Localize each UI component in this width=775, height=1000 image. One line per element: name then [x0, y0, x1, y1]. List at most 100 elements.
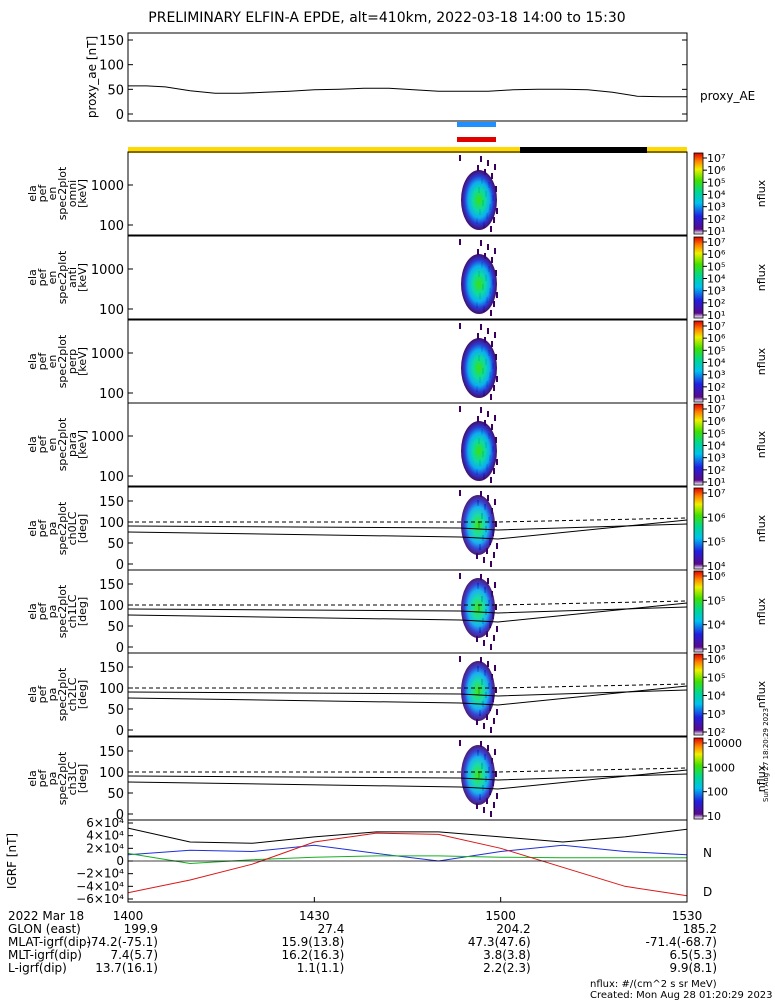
panel-ylabel-line: [deg]: [76, 514, 89, 543]
spectrogram-speck: [495, 186, 497, 192]
anti-loss-cone-line: [127, 523, 688, 531]
panel-ylabel-line: ch0LC: [66, 511, 79, 545]
colorbar-tick-label: 10³: [707, 708, 725, 721]
colorbar-tick-label: 10²: [707, 726, 725, 739]
igrf-series-line: [127, 844, 688, 862]
spectrogram-speck: [480, 156, 482, 162]
side-stamp: Sun Aug 27 18:20:29 2023: [762, 708, 770, 802]
spectrogram-flux-region: [461, 254, 497, 314]
x-tick-label: 1500: [485, 909, 516, 923]
x-row-label: GLON (east): [8, 922, 81, 936]
ae-ytick-label: 100: [99, 59, 124, 74]
plot-title: PRELIMINARY ELFIN-A EPDE, alt=410km, 202…: [148, 10, 625, 26]
colorbar: [693, 152, 704, 235]
spectrogram-speck: [476, 803, 478, 809]
colorbar-label: nflux: [755, 514, 768, 542]
panel-ylabel-line: ela: [26, 603, 39, 620]
panel-ylabel-line: ch1LC: [66, 594, 79, 628]
panel-ylabel-line: spec2plot: [56, 751, 69, 805]
colorbar-label: nflux: [755, 263, 768, 291]
panel-ytick-label: 50: [107, 703, 124, 718]
spectrogram-speck: [483, 723, 485, 729]
spectrogram-speck: [490, 394, 492, 400]
x-row-value: -74.2(-75.1): [87, 935, 158, 949]
loss-cone-line: [128, 517, 688, 523]
spectrogram-speck: [496, 709, 498, 715]
spectrogram-speck: [491, 341, 493, 347]
panel-ytick-label: 100: [99, 470, 124, 485]
spectrogram-speck: [494, 332, 496, 338]
colorbar-tick-label: 10: [707, 810, 721, 823]
spectrogram-speck: [490, 727, 492, 733]
x-row-value: 47.3(47.6): [468, 935, 531, 949]
ibo-bar: [457, 122, 496, 127]
colorbar-tick-label: 10⁴: [707, 619, 726, 632]
panel-ylabel-line: [deg]: [76, 680, 89, 709]
spectrogram-speck: [476, 636, 478, 642]
panel-ylabel-line: en: [46, 187, 59, 201]
colorbar: [693, 653, 704, 736]
panel-ylabel-line: pa: [46, 522, 59, 536]
colorbar-tick-label: 10¹: [707, 393, 725, 406]
footer-created: Created: Mon Aug 28 01:20:29 2023: [590, 990, 773, 1000]
spectrogram-speck: [494, 582, 496, 588]
panel-ytick-label: 100: [99, 516, 124, 531]
spectrogram-speck: [495, 270, 497, 276]
panel-ylabel-line: spec2plot: [56, 667, 69, 721]
panel-ylabel-line: pa: [46, 772, 59, 786]
panel-ylabel-line: ela: [26, 436, 39, 453]
panel-ytick-label: 0: [116, 641, 124, 656]
colorbar-tick-label: 10³: [707, 452, 725, 465]
spectrogram-speck: [486, 631, 488, 637]
x-row-value: 185.2: [683, 922, 717, 936]
spectrogram-speck: [494, 415, 496, 421]
spectrogram-speck: [486, 714, 488, 720]
spectrogram-panel-para: 1000100elapefenspec2plotpara[keV]10⁷10⁶1…: [26, 402, 768, 489]
panel-ylabel-line: spec2plot: [56, 334, 69, 388]
panel-ylabel-line: ela: [26, 269, 39, 286]
panel-ylabel-line: spec2plot: [56, 417, 69, 471]
spectrogram-flux-region: [461, 578, 495, 638]
spectrogram-speck: [495, 771, 497, 777]
spectrogram-flux-region: [461, 338, 497, 398]
x-row-value: 16.2(16.3): [282, 948, 345, 962]
spectrogram-speck: [493, 468, 495, 474]
colorbar: [693, 320, 704, 403]
spectrogram-speck: [493, 301, 495, 307]
colorbar: [693, 737, 704, 820]
igrf-series-line: [127, 852, 687, 865]
colorbar-label: nflux: [755, 680, 768, 708]
x-row-value: 15.9(13.8): [282, 935, 345, 949]
spectrogram-panels: 1000100elapefenspec2plotomni[keV]10⁷10⁶1…: [26, 151, 768, 823]
panel-ylabel-line: ela: [26, 353, 39, 370]
panel-ylabel-line: anti: [66, 267, 79, 288]
igrf-ytick-label: 4×10⁴: [86, 829, 124, 843]
sunlit-bar: [647, 147, 687, 153]
x-row-value: 3.8(3.8): [483, 948, 531, 962]
colorbar-tick-label: 10⁴: [707, 273, 726, 286]
colorbar-tick-label: 10⁵: [707, 344, 725, 357]
panel-frame: [127, 319, 688, 404]
spectrogram-panel-omni: 1000100elapefenspec2plotomni[keV]10⁷10⁶1…: [26, 151, 768, 238]
spectrogram-speck: [476, 719, 478, 725]
sunlit-bar: [128, 147, 520, 153]
spectrogram-speck: [490, 644, 492, 650]
spectrogram-flux-region: [461, 421, 497, 481]
spectrogram-speck: [495, 687, 497, 693]
colorbar-tick-label: 10⁴: [707, 357, 726, 370]
spectrogram-speck: [496, 376, 498, 382]
x-tick-label: 1400: [113, 909, 144, 923]
panel-ylabel-line: perp: [66, 349, 79, 374]
loss-cone-line: [128, 767, 688, 773]
igrf-legend-d: D: [703, 885, 712, 899]
field-line: [127, 602, 688, 623]
spectrogram-speck: [480, 741, 482, 747]
panel-ylabel-line: en: [46, 271, 59, 285]
